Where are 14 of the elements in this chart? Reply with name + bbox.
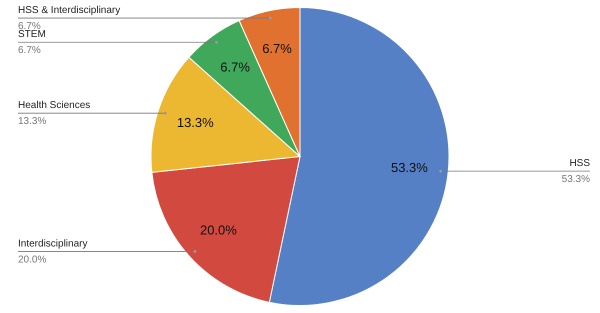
data-label: 6.7% <box>262 40 292 56</box>
text: 6.7% <box>18 45 41 56</box>
slice-label: Interdisciplinary <box>18 238 88 250</box>
slice-label: HSS & Interdisciplinary <box>18 5 120 16</box>
data-label: 20.0% <box>200 222 238 238</box>
slice-label: STEM <box>18 29 46 40</box>
slice-label: Health Sciences <box>18 100 90 112</box>
data-label: 6.7% <box>220 60 250 75</box>
data-label: 13.3% <box>176 114 214 130</box>
text: 13.3% <box>18 116 46 128</box>
text: 53.3% <box>562 174 590 186</box>
slice-label: HSS <box>569 158 590 170</box>
text: 20.0% <box>18 254 46 266</box>
data-label: 53.3% <box>390 160 428 175</box>
